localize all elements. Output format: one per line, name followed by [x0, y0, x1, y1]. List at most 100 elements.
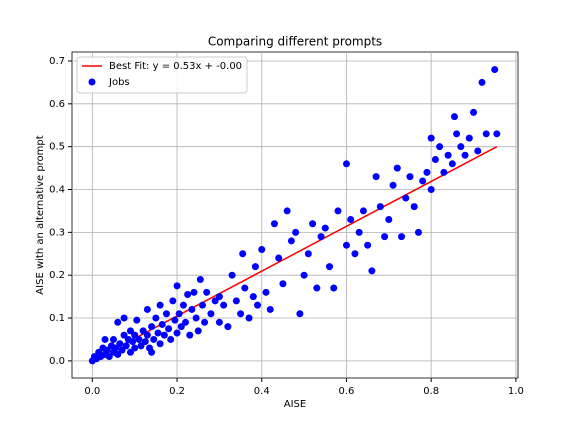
point [393, 164, 401, 172]
point [427, 186, 435, 194]
point [355, 228, 363, 236]
point [198, 301, 206, 309]
point [148, 348, 156, 356]
point [304, 250, 312, 258]
point [154, 329, 162, 337]
plot-frame [71, 51, 519, 379]
point [381, 233, 389, 241]
point [110, 335, 118, 343]
point [177, 323, 185, 331]
point [258, 245, 266, 253]
point [251, 263, 259, 271]
point [156, 340, 164, 348]
point [368, 267, 376, 275]
point [133, 316, 141, 324]
point [131, 344, 139, 352]
y-tick-label: 0.2 [49, 270, 65, 281]
point [406, 173, 414, 181]
point [423, 168, 431, 176]
point [474, 147, 482, 155]
point [167, 335, 175, 343]
point [169, 297, 177, 305]
point [237, 310, 245, 318]
point [143, 305, 151, 313]
point [249, 293, 257, 301]
point [342, 241, 350, 249]
point [410, 203, 418, 211]
point [321, 224, 329, 232]
point [114, 350, 122, 358]
point [126, 348, 134, 356]
point [188, 305, 196, 313]
point [101, 335, 109, 343]
point [143, 331, 151, 339]
point [152, 314, 160, 322]
y-tick-label: 0.0 [49, 356, 65, 367]
point [224, 323, 232, 331]
point [389, 181, 397, 189]
legend-label: Best Fit: y = 0.53x + -0.00 [109, 61, 242, 72]
point [436, 143, 444, 151]
point [342, 160, 350, 168]
point [211, 297, 219, 305]
point [482, 130, 490, 138]
point [114, 318, 122, 326]
point [220, 301, 228, 309]
x-tick-label: 0.4 [254, 386, 270, 397]
point [105, 353, 113, 361]
point [118, 346, 126, 354]
point [287, 237, 295, 245]
point [457, 143, 465, 151]
point [351, 250, 359, 258]
point [215, 293, 223, 301]
x-tick-label: 0.2 [169, 386, 185, 397]
point [491, 66, 499, 74]
point [160, 331, 168, 339]
point [131, 331, 139, 339]
point [317, 233, 325, 241]
point [313, 284, 321, 292]
point [158, 320, 166, 328]
point [376, 203, 384, 211]
point [201, 318, 209, 326]
point [173, 282, 181, 290]
point [300, 271, 308, 279]
point [254, 301, 262, 309]
point [122, 342, 130, 350]
point [171, 316, 179, 324]
point [137, 342, 145, 350]
point [150, 335, 158, 343]
x-tick-label: 0.0 [84, 386, 100, 397]
point [461, 151, 469, 159]
point [148, 323, 156, 331]
point [126, 327, 134, 335]
point [141, 338, 149, 346]
point [275, 254, 283, 262]
point [347, 215, 355, 223]
point [241, 284, 249, 292]
legend-swatch [88, 78, 96, 86]
point [179, 301, 187, 309]
point [364, 241, 372, 249]
point [283, 207, 291, 215]
point [453, 130, 461, 138]
point [120, 331, 128, 339]
point [194, 327, 202, 335]
y-tick-label: 0.3 [49, 227, 65, 238]
x-axis-label: AISE [284, 399, 306, 410]
point [402, 194, 410, 202]
point [207, 310, 215, 318]
point [444, 151, 452, 159]
point [266, 305, 274, 313]
point [326, 263, 334, 271]
point [427, 134, 435, 142]
point [478, 78, 486, 86]
point [372, 173, 380, 181]
point [493, 130, 501, 138]
point [385, 215, 393, 223]
point [228, 271, 236, 279]
point [162, 310, 170, 318]
point [309, 220, 317, 228]
